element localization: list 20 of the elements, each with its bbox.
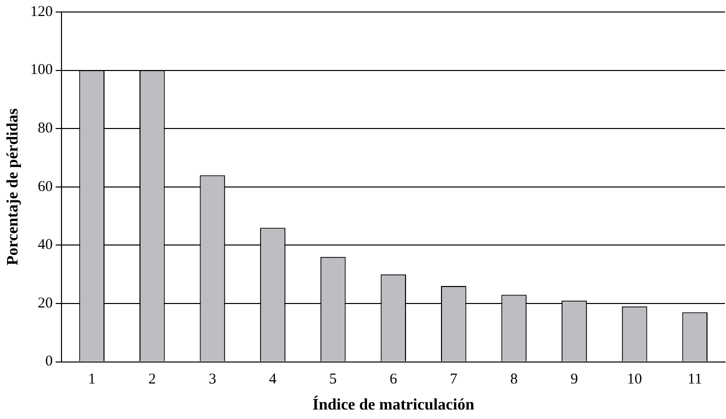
y-tick-label: 0 bbox=[45, 354, 53, 370]
x-tick-label: 8 bbox=[510, 372, 518, 388]
y-tick-label: 80 bbox=[38, 120, 53, 137]
x-tick-label: 10 bbox=[627, 372, 642, 388]
x-tick-label: 6 bbox=[390, 372, 398, 388]
y-tick-label: 120 bbox=[30, 4, 53, 20]
x-tick-label: 2 bbox=[148, 372, 156, 388]
x-tick-label: 11 bbox=[688, 372, 702, 388]
x-tick-label: 5 bbox=[329, 372, 337, 388]
y-tick-label: 60 bbox=[38, 178, 53, 195]
x-tick-label: 7 bbox=[450, 372, 458, 388]
x-tick-label: 1 bbox=[88, 372, 96, 388]
x-axis-title: Índice de matriculación bbox=[312, 396, 474, 414]
x-tick-label: 9 bbox=[570, 372, 578, 388]
x-tick-label: 4 bbox=[269, 372, 277, 388]
y-tick-label: 20 bbox=[38, 295, 53, 312]
y-tick-label: 100 bbox=[30, 62, 53, 78]
y-tick-label: 40 bbox=[38, 237, 53, 254]
x-tick-label: 3 bbox=[208, 372, 216, 388]
y-axis-title: Porcentaje de pérdidas bbox=[4, 108, 22, 266]
